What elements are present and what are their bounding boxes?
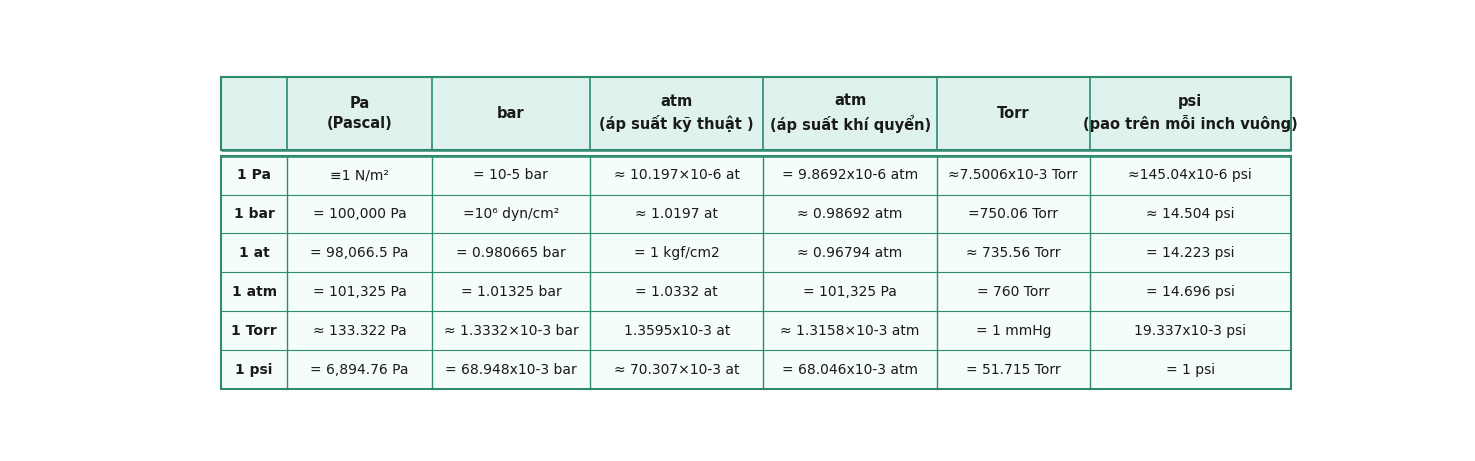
Text: = 14.696 psi: = 14.696 psi bbox=[1146, 285, 1235, 299]
Text: = 51.715 Torr: = 51.715 Torr bbox=[966, 362, 1061, 377]
Text: = 68.046x10-3 atm: = 68.046x10-3 atm bbox=[782, 362, 917, 377]
Text: ≈ 14.504 psi: ≈ 14.504 psi bbox=[1146, 207, 1235, 221]
Text: 19.337x10-3 psi: 19.337x10-3 psi bbox=[1134, 324, 1246, 337]
Text: Torr: Torr bbox=[997, 106, 1030, 121]
Text: ≈ 133.322 Pa: ≈ 133.322 Pa bbox=[313, 324, 407, 337]
Text: = 0.980665 bar: = 0.980665 bar bbox=[456, 246, 566, 260]
Text: = 100,000 Pa: = 100,000 Pa bbox=[313, 207, 407, 221]
Text: =750.06 Torr: =750.06 Torr bbox=[968, 207, 1059, 221]
Text: 1 Torr: 1 Torr bbox=[232, 324, 277, 337]
Text: = 1 psi: = 1 psi bbox=[1165, 362, 1215, 377]
Text: 1 bar: 1 bar bbox=[233, 207, 274, 221]
Bar bbox=[221, 77, 1291, 150]
Text: = 1.0332 at: = 1.0332 at bbox=[636, 285, 718, 299]
Text: ≈ 0.98692 atm: ≈ 0.98692 atm bbox=[798, 207, 903, 221]
Text: ≈ 735.56 Torr: ≈ 735.56 Torr bbox=[966, 246, 1061, 260]
Text: = 9.8692x10-6 atm: = 9.8692x10-6 atm bbox=[782, 168, 919, 182]
Bar bbox=[221, 156, 1291, 389]
Text: = 10-5 bar: = 10-5 bar bbox=[473, 168, 549, 182]
Text: = 68.948x10-3 bar: = 68.948x10-3 bar bbox=[445, 362, 577, 377]
Text: Pa
(Pascal): Pa (Pascal) bbox=[326, 95, 392, 131]
Text: ≈ 1.3158×10-3 atm: ≈ 1.3158×10-3 atm bbox=[780, 324, 920, 337]
Text: 1 atm: 1 atm bbox=[232, 285, 277, 299]
Text: ≈ 1.0197 at: ≈ 1.0197 at bbox=[636, 207, 718, 221]
Text: atm
(áp suất khí quyển): atm (áp suất khí quyển) bbox=[770, 94, 931, 133]
Text: = 14.223 psi: = 14.223 psi bbox=[1146, 246, 1235, 260]
Text: = 1.01325 bar: = 1.01325 bar bbox=[460, 285, 562, 299]
Text: = 101,325 Pa: = 101,325 Pa bbox=[804, 285, 897, 299]
Text: = 101,325 Pa: = 101,325 Pa bbox=[313, 285, 407, 299]
Text: ≈ 1.3332×10-3 bar: ≈ 1.3332×10-3 bar bbox=[444, 324, 578, 337]
Text: = 98,066.5 Pa: = 98,066.5 Pa bbox=[310, 246, 409, 260]
Text: 1 psi: 1 psi bbox=[236, 362, 273, 377]
Text: atm
(áp suất kỹ thuật ): atm (áp suất kỹ thuật ) bbox=[599, 94, 754, 132]
Text: = 1 mmHg: = 1 mmHg bbox=[975, 324, 1052, 337]
Text: ≈ 0.96794 atm: ≈ 0.96794 atm bbox=[798, 246, 903, 260]
Text: = 760 Torr: = 760 Torr bbox=[976, 285, 1050, 299]
Text: ≈7.5006x10-3 Torr: ≈7.5006x10-3 Torr bbox=[948, 168, 1078, 182]
Text: = 6,894.76 Pa: = 6,894.76 Pa bbox=[310, 362, 409, 377]
Text: psi
(pao trên mỗi inch vuông): psi (pao trên mỗi inch vuông) bbox=[1083, 94, 1298, 132]
Text: 1 at: 1 at bbox=[239, 246, 270, 260]
Text: bar: bar bbox=[497, 106, 525, 121]
Text: =10⁶ dyn/cm²: =10⁶ dyn/cm² bbox=[463, 207, 559, 221]
Text: ≈145.04x10-6 psi: ≈145.04x10-6 psi bbox=[1128, 168, 1252, 182]
Text: = 1 kgf/cm2: = 1 kgf/cm2 bbox=[634, 246, 720, 260]
Text: ≈ 70.307×10-3 at: ≈ 70.307×10-3 at bbox=[614, 362, 739, 377]
Text: 1.3595x10-3 at: 1.3595x10-3 at bbox=[624, 324, 730, 337]
Text: ≡1 N/m²: ≡1 N/m² bbox=[330, 168, 389, 182]
Text: 1 Pa: 1 Pa bbox=[237, 168, 271, 182]
Text: ≈ 10.197×10-6 at: ≈ 10.197×10-6 at bbox=[614, 168, 740, 182]
